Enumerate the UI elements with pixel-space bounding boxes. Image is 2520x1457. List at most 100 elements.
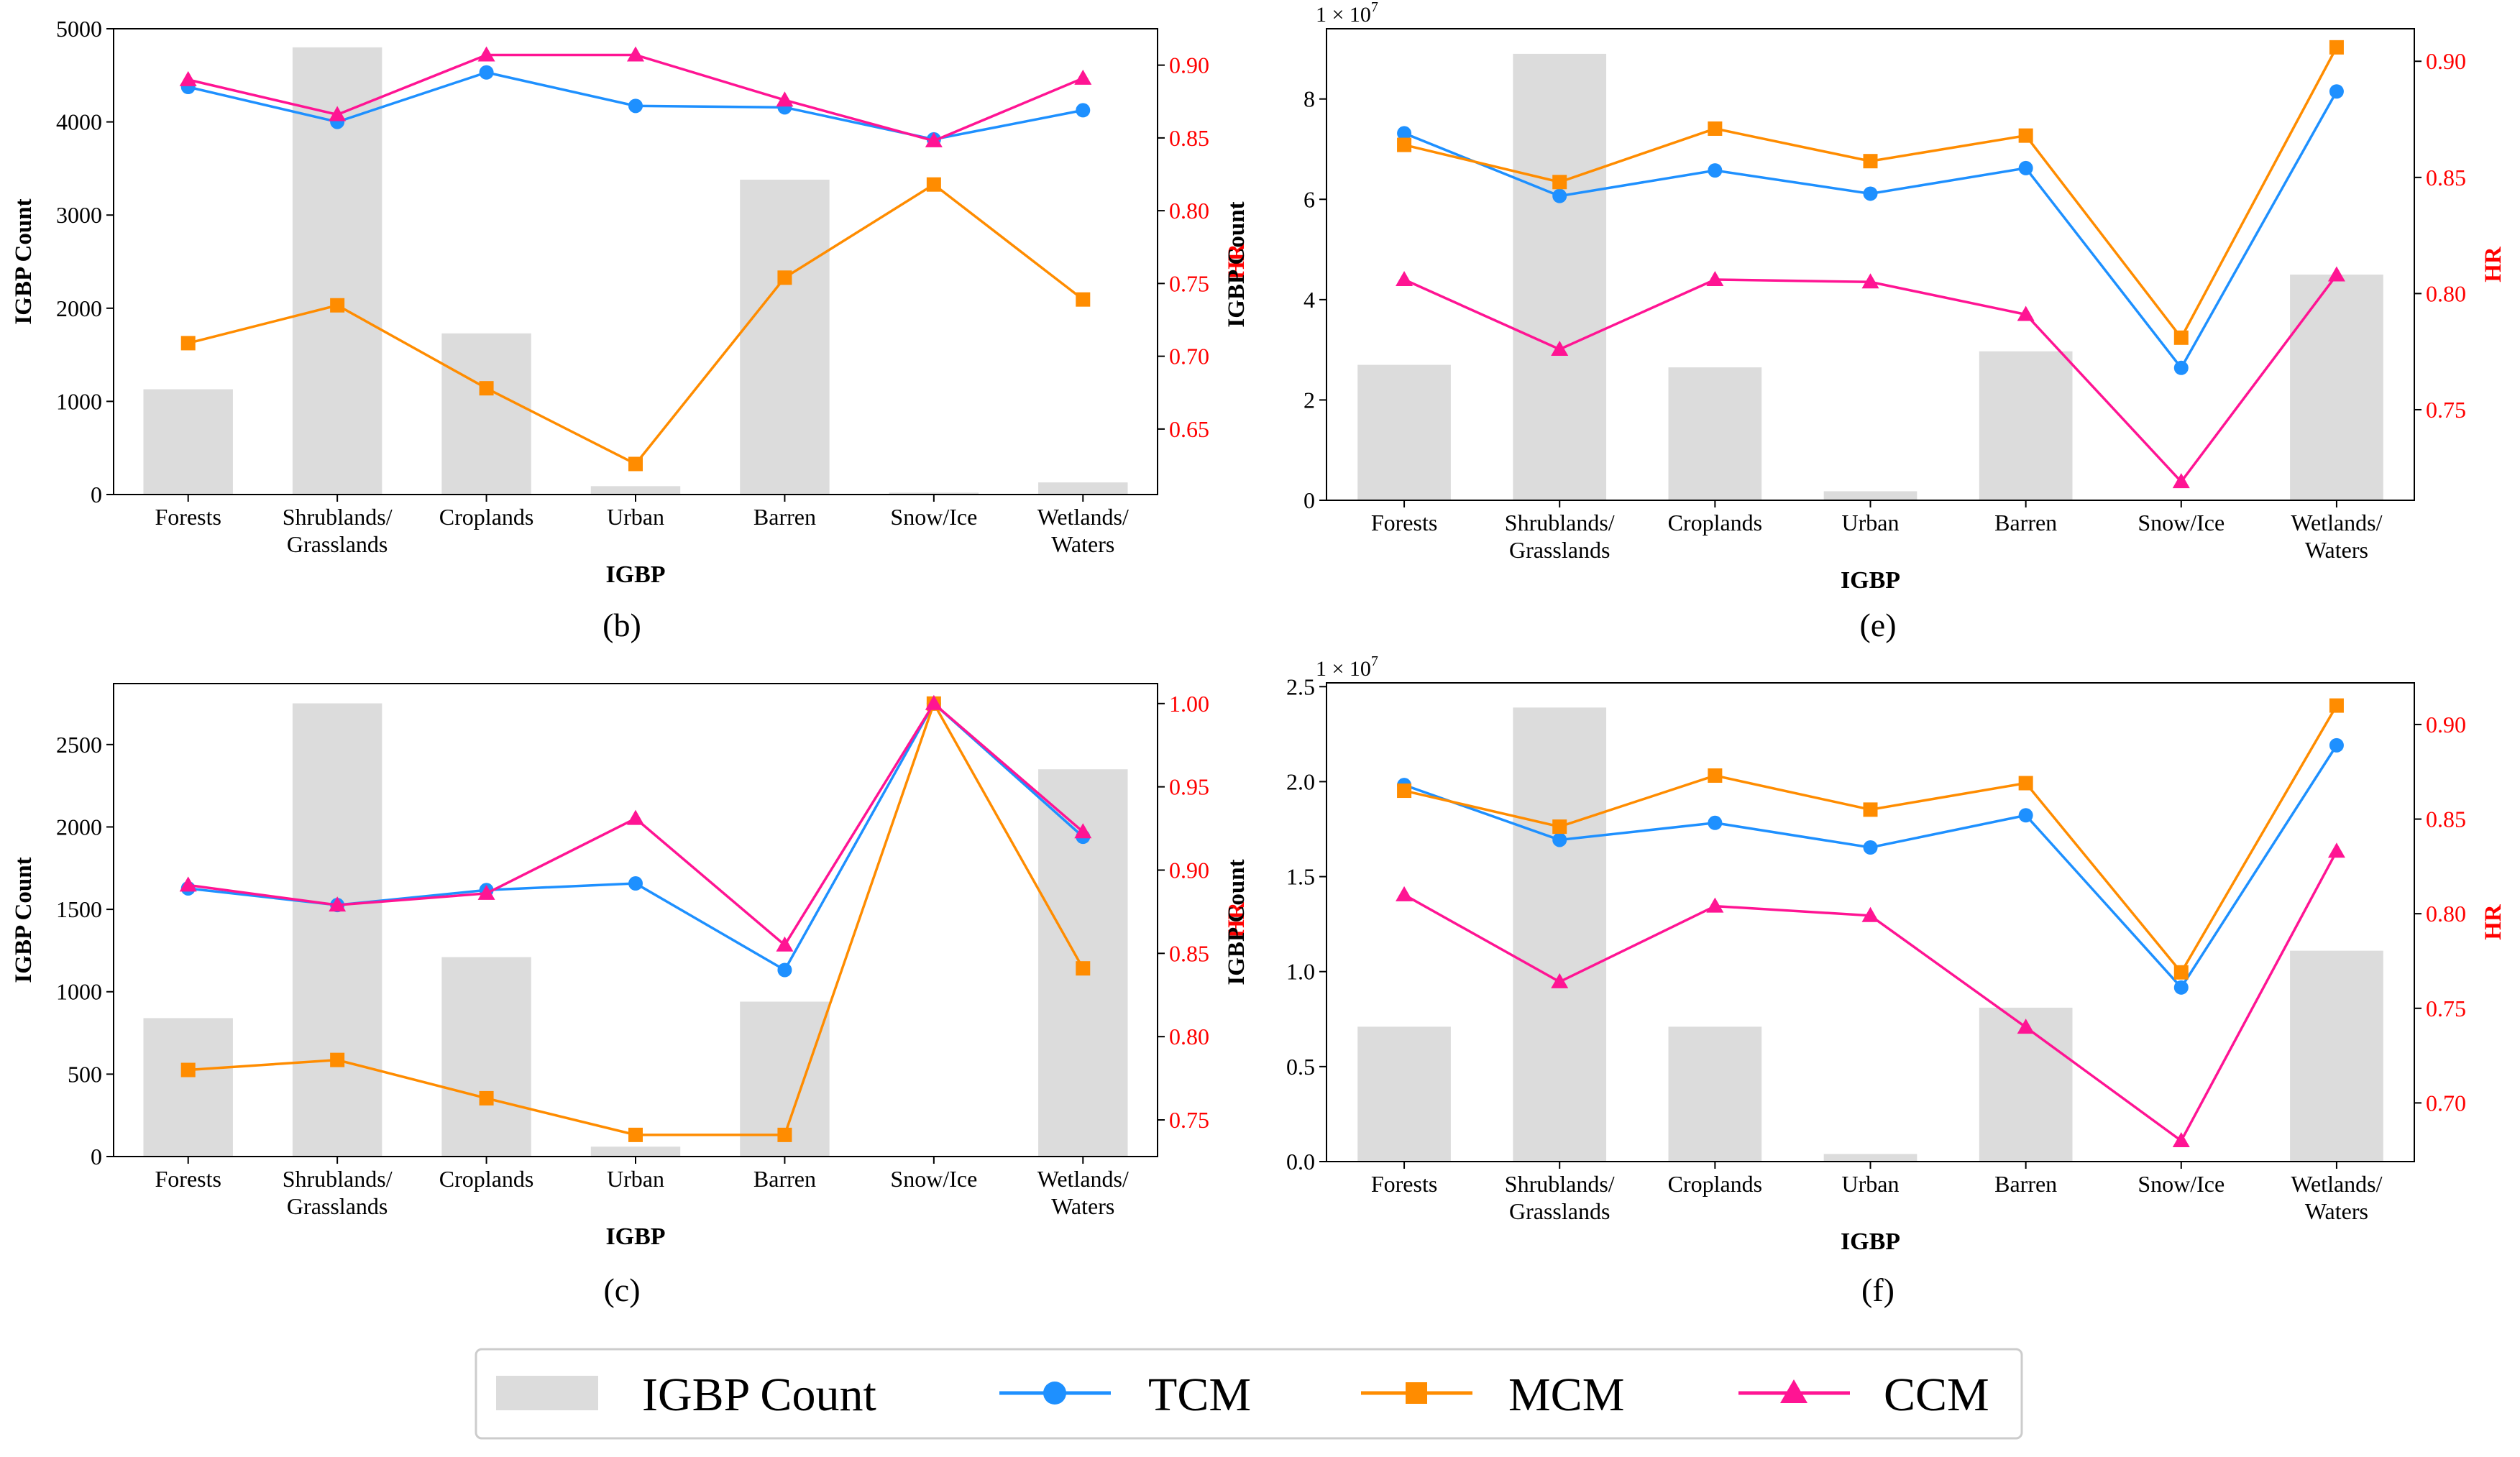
x-tick-label-line: Shrublands/ — [1505, 510, 1615, 536]
axis-multiplier: 1 × 107 — [1316, 0, 1378, 27]
ccm-point — [1706, 271, 1724, 287]
tcm-point — [2173, 980, 2189, 995]
x-tick-label: Shrublands/Grasslands — [1505, 1171, 1615, 1224]
bar — [441, 957, 531, 1157]
left-axis-label: IGBP Count — [1224, 859, 1250, 985]
mcm-point — [1076, 292, 1091, 307]
x-tick-label: Barren — [753, 1166, 816, 1192]
mcm-point — [1397, 783, 1412, 799]
right-tick-label: 0.75 — [2426, 397, 2466, 423]
x-tick-label-line: Waters — [2305, 537, 2368, 563]
bar — [441, 333, 531, 495]
legend: IGBP Count TCM MCM CCM — [475, 1348, 2023, 1440]
ccm-point — [1551, 973, 1569, 988]
x-tick-label: Shrublands/Grasslands — [1505, 510, 1615, 563]
mcm-point — [479, 1090, 494, 1106]
x-tick-label: Barren — [1994, 510, 2057, 536]
x-tick-label: Wetlands/Waters — [1037, 1166, 1129, 1219]
chart-panel: 0.0 0.5 1.0 1.5 2.0 2.5 0.70 0.75 0.80 0.85 0.90 Fo… — [1224, 653, 2506, 1308]
right-tick-label: 0.75 — [1169, 1107, 1209, 1133]
ccm-point — [179, 876, 197, 892]
ccm-point — [776, 936, 794, 952]
legend-label-bar: IGBP Count — [642, 1369, 876, 1421]
bar — [143, 389, 233, 495]
x-tick-label-line: Snow/Ice — [2138, 1171, 2225, 1197]
right-tick-label: 0.80 — [1169, 1024, 1209, 1049]
panel-caption: (e) — [1859, 607, 1896, 643]
legend-label-ccm: CCM — [1884, 1369, 1989, 1421]
right-tick-label: 0.90 — [1169, 857, 1209, 883]
x-tick-label-line: Croplands — [1668, 1171, 1763, 1197]
right-axis-label: HR — [1224, 243, 1250, 280]
x-tick-label-line: Croplands — [439, 504, 534, 530]
x-tick-label: Croplands — [1668, 1171, 1763, 1197]
x-tick-label: Wetlands/Waters — [1037, 504, 1129, 557]
tcm-point — [1708, 815, 1723, 830]
ccm-point — [2017, 305, 2035, 321]
right-tick-label: 0.90 — [1169, 52, 1209, 78]
mcm-point — [1552, 819, 1567, 835]
x-tick-label: Snow/Ice — [890, 504, 977, 530]
x-tick-label: Shrublands/Grasslands — [283, 504, 393, 557]
x-axis-label: IGBP — [1841, 567, 1900, 594]
x-tick-label-line: Shrublands/ — [283, 1166, 393, 1192]
x-tick-label: Forests — [1371, 1171, 1437, 1197]
left-tick-label: 0.0 — [1286, 1149, 1315, 1175]
mcm-point — [2173, 330, 2189, 345]
left-tick-label: 1.5 — [1286, 864, 1315, 890]
x-tick-label: Croplands — [439, 504, 534, 530]
tcm-point — [2173, 360, 2189, 375]
x-tick-label: Shrublands/Grasslands — [283, 1166, 393, 1219]
panel-caption: (c) — [603, 1272, 640, 1308]
left-tick-label: 1000 — [56, 979, 102, 1005]
ccm-point — [1396, 886, 1414, 901]
left-tick-label: 2000 — [56, 295, 102, 321]
left-tick-label: 2.0 — [1286, 768, 1315, 794]
chart-panel: 0 2 4 6 8 0.75 0.80 0.85 0.90 Forests Shrublands/G… — [1224, 0, 2506, 643]
left-axis-label: IGBP Count — [11, 857, 37, 983]
ccm-point — [1706, 897, 1724, 913]
x-tick-label-line: Forests — [1371, 510, 1437, 536]
left-tick-label: 0.5 — [1286, 1054, 1315, 1080]
tcm-point — [1863, 840, 1878, 855]
mcm-point — [180, 1062, 196, 1077]
ccm-point — [1551, 340, 1569, 356]
mcm-point — [628, 456, 643, 472]
left-axis-label: IGBP Count — [1224, 201, 1250, 327]
tcm-point — [1552, 832, 1567, 847]
x-tick-label: Forests — [155, 1166, 221, 1192]
tcm-point — [628, 876, 643, 891]
mcm-point — [1397, 137, 1412, 152]
left-tick-label: 2000 — [56, 814, 102, 840]
right-tick-label: 1.00 — [1169, 691, 1209, 717]
right-tick-label: 0.90 — [2426, 712, 2466, 737]
x-tick-label: Forests — [1371, 510, 1437, 536]
tcm-point — [479, 65, 494, 80]
bar — [143, 1018, 233, 1157]
x-tick-label: Urban — [1842, 1171, 1900, 1197]
legend-label-tcm: TCM — [1148, 1369, 1251, 1421]
x-tick-label: Croplands — [1668, 510, 1763, 536]
left-tick-label: 1.0 — [1286, 959, 1315, 985]
mcm-point — [926, 177, 941, 192]
ccm-point — [1074, 69, 1092, 85]
x-tick-label-line: Croplands — [439, 1166, 534, 1192]
left-tick-label: 0 — [1303, 487, 1315, 513]
mcm-point — [2173, 965, 2189, 980]
mcm-point — [1708, 768, 1723, 783]
x-tick-label-line: Wetlands/ — [1037, 1166, 1129, 1192]
legend-label-mcm: MCM — [1508, 1369, 1624, 1421]
tcm-point — [2329, 84, 2344, 99]
x-tick-label: Snow/Ice — [2138, 510, 2225, 536]
ccm-point — [1861, 906, 1879, 922]
x-tick-label-line: Waters — [1051, 1193, 1114, 1219]
bar — [1823, 491, 1918, 500]
left-tick-label: 2500 — [56, 732, 102, 758]
x-tick-label-line: Forests — [155, 504, 221, 530]
ccm-point — [179, 70, 197, 86]
right-tick-label: 0.80 — [2426, 280, 2466, 306]
x-tick-label: Snow/Ice — [2138, 1171, 2225, 1197]
x-axis-label: IGBP — [605, 1223, 665, 1250]
bar — [1357, 364, 1451, 500]
ccm-point — [776, 91, 794, 107]
